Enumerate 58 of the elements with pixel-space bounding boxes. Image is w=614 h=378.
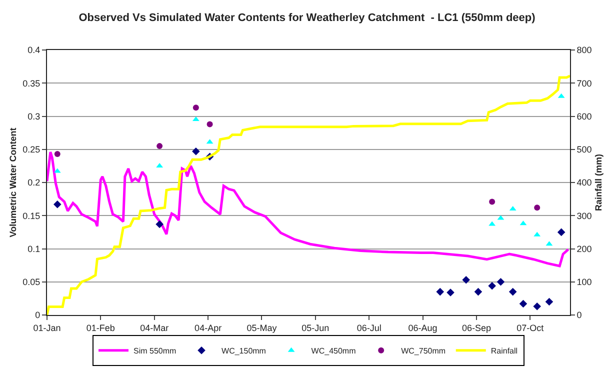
y-axis-title: Volumetric Water Content [8, 128, 18, 238]
line-series [47, 74, 570, 315]
point [534, 204, 540, 211]
point [533, 302, 541, 310]
legend-label: Rainfall [490, 346, 518, 356]
point [206, 121, 213, 128]
point [557, 228, 566, 236]
point [156, 220, 164, 228]
point [53, 200, 62, 208]
point [54, 151, 60, 158]
point [446, 288, 454, 296]
y2-tick-label: 600 [576, 111, 592, 122]
line-series [47, 150, 570, 268]
y-tick-label: 0.25 [22, 144, 40, 155]
point [489, 198, 496, 205]
x-tick-label: 04-Apr [194, 322, 222, 333]
x-tick-label: 06-Aug [408, 322, 438, 333]
x-tick-label: 06-Sep [462, 322, 491, 333]
y2-tick-label: 200 [576, 244, 592, 254]
legend-label: WC_750mm [401, 346, 446, 356]
point [545, 298, 554, 306]
y-tick-label: 0.3 [28, 111, 40, 122]
point [508, 288, 517, 296]
y2-axis-title: Rainfall (mm) [594, 154, 604, 212]
point [436, 288, 444, 296]
y-tick-label: 0.4 [28, 45, 40, 56]
point [156, 143, 163, 150]
y2-tick-label: 100 [576, 277, 592, 288]
y2-tick-label: 500 [576, 144, 592, 155]
x-tick-label: 01-Feb [86, 322, 115, 333]
x-tick-label: 06-Jul [356, 322, 382, 333]
legend-label: Sim 550mm [134, 346, 177, 356]
point [192, 147, 200, 156]
y-tick-label: 0.05 [22, 277, 40, 288]
x-tick-label: 07-Oct [516, 322, 544, 333]
point [192, 104, 199, 111]
legend-label: WC_450mm [311, 346, 356, 356]
legend-label: WC_150mm [222, 346, 266, 356]
y-tick-label: 0 [35, 310, 40, 320]
y2-tick-label: 800 [576, 45, 592, 56]
y-tick-label: 0.1 [28, 244, 40, 254]
y2-tick-label: 0 [576, 310, 582, 320]
point [474, 288, 482, 296]
point [496, 278, 505, 286]
y-tick-label: 0.2 [28, 178, 40, 188]
chart-title: Observed Vs Simulated Water Contents for Weatherley Catchment - LC1 (550mm deep) [78, 12, 536, 24]
point [462, 276, 470, 284]
x-tick-label: 05-May [246, 322, 278, 333]
y2-tick-label: 400 [576, 178, 592, 188]
x-tick-label: 01-Jan [33, 322, 61, 333]
x-tick-label: 04-Mar [140, 322, 169, 333]
point [519, 300, 528, 308]
point [488, 282, 496, 290]
y-tick-label: 0.35 [22, 78, 40, 88]
x-tick-label: 05-Jun [302, 322, 330, 333]
y-tick-label: 0.15 [22, 210, 40, 221]
y2-tick-label: 300 [576, 210, 592, 221]
y2-tick-label: 700 [576, 78, 592, 88]
